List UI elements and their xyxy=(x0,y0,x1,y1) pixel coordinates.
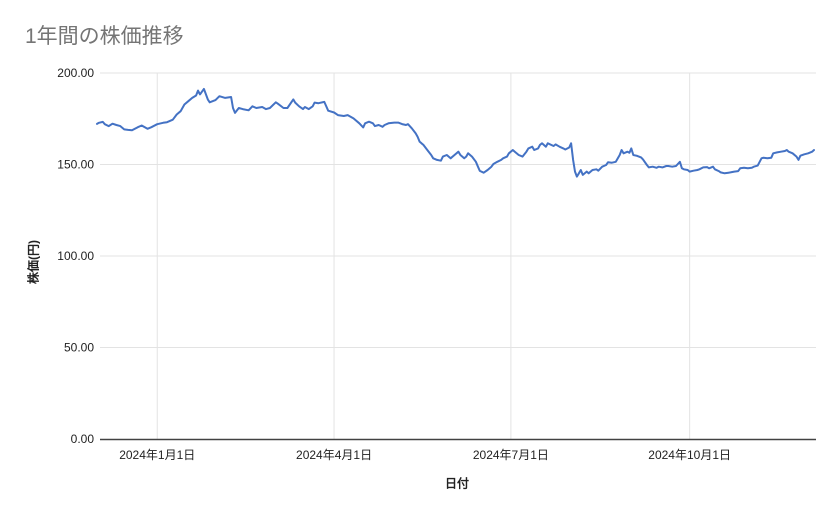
series-line-株価 xyxy=(96,87,815,178)
y-tick-label: 50.00 xyxy=(64,341,94,355)
x-tick-label: 2024年4月1日 xyxy=(296,448,372,462)
y-tick-label: 0.00 xyxy=(71,432,95,446)
x-tick-label: 2024年1月1日 xyxy=(119,448,195,462)
y-tick-label: 100.00 xyxy=(57,249,94,263)
y-tick-label: 150.00 xyxy=(57,158,94,172)
x-tick-label: 2024年10月1日 xyxy=(648,448,731,462)
y-tick-label: 200.00 xyxy=(57,66,94,80)
x-tick-label: 2024年7月1日 xyxy=(473,448,549,462)
x-axis-title: 日付 xyxy=(444,476,470,491)
y-axis-title: 株価(円) xyxy=(26,240,41,284)
chart-title: 1年間の株価推移 xyxy=(25,25,184,48)
